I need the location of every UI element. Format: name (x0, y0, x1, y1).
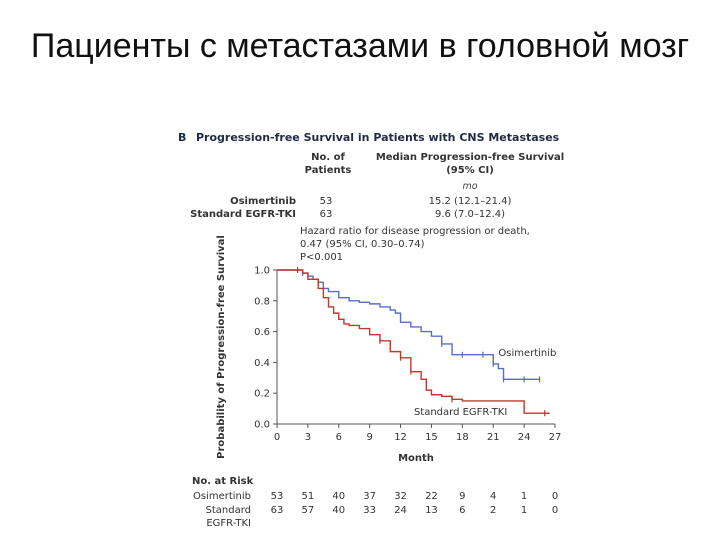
risk-value: 1 (521, 505, 527, 516)
risk-row-standard-label-line2: EGFR-TKI (206, 518, 251, 529)
risk-value: 9 (459, 491, 465, 502)
col1-header-line1: No. of (311, 152, 345, 163)
row-standard-median: 9.6 (7.0–12.4) (435, 209, 505, 220)
y-tick-label: 0.6 (254, 327, 270, 338)
row-osimertinib-n: 53 (320, 196, 333, 207)
x-tick-label: 21 (487, 432, 500, 443)
risk-value: 6 (459, 505, 465, 516)
risk-value: 63 (271, 505, 284, 516)
curve-label: Standard EGFR-TKI (414, 407, 507, 418)
x-tick-label: 18 (456, 432, 469, 443)
risk-value: 40 (332, 505, 345, 516)
y-tick-label: 0.2 (254, 389, 270, 400)
curve-label: Osimertinib (498, 348, 556, 359)
row-osimertinib-group: Osimertinib (230, 196, 296, 207)
col2-header-line2: (95% CI) (446, 165, 494, 176)
risk-value: 57 (302, 505, 315, 516)
x-tick-label: 27 (549, 432, 562, 443)
risk-value: 2 (490, 505, 496, 516)
row-osimertinib-median: 15.2 (12.1–21.4) (429, 196, 512, 207)
x-tick-label: 24 (518, 432, 531, 443)
risk-row-standard-label: Standard (206, 505, 252, 516)
col2-header-line1: Median Progression-free Survival (376, 152, 564, 163)
y-tick-label: 1.0 (254, 266, 270, 277)
row-standard-group: Standard EGFR-TKI (190, 209, 296, 220)
risk-value: 24 (394, 505, 407, 516)
risk-value: 53 (271, 491, 284, 502)
risk-value: 0 (552, 505, 558, 516)
x-tick-label: 0 (274, 432, 280, 443)
x-tick-label: 12 (394, 432, 407, 443)
risk-value: 51 (302, 491, 315, 502)
risk-value: 40 (332, 491, 345, 502)
panel-letter: B (178, 131, 186, 144)
col1-header-line2: Patients (305, 165, 352, 176)
hazard-line2: 0.47 (95% CI, 0.30–0.74) (300, 239, 425, 250)
risk-value: 32 (394, 491, 407, 502)
hazard-line1: Hazard ratio for disease progression or … (300, 226, 530, 237)
risk-value: 0 (552, 491, 558, 502)
x-tick-label: 15 (425, 432, 438, 443)
unit-label: mo (462, 181, 477, 192)
risk-row-osimertinib-label: Osimertinib (193, 491, 251, 502)
slide-title: Пациенты с метастазами в головной мозг (30, 22, 690, 70)
y-tick-label: 0.4 (254, 358, 270, 369)
survival-curves (277, 267, 550, 417)
risk-value: 33 (363, 505, 376, 516)
y-axis-label: Probability of Progression-free Survival (216, 235, 227, 459)
slide-title-text: Пациенты с метастазами в головной мозг (30, 27, 690, 65)
curve-osimertinib (277, 269, 540, 381)
risk-value: 13 (425, 505, 438, 516)
y-tick-label: 0.0 (254, 420, 270, 431)
x-tick-label: 3 (305, 432, 311, 443)
x-axis-label: Month (398, 453, 434, 464)
risk-value: 22 (425, 491, 438, 502)
x-tick-label: 9 (366, 432, 372, 443)
risk-value: 1 (521, 491, 527, 502)
panel-title: Progression-free Survival in Patients wi… (196, 131, 560, 144)
plot-area: 0.0 0.2 0.4 0.6 0.8 1.0 0 3 6 9 12 15 18 21 24 27 Osim… (254, 266, 561, 444)
x-tick-label: 6 (336, 432, 342, 443)
curve-standard-egfr-tki (277, 269, 550, 414)
x-ticks: 0 3 6 9 12 15 18 21 24 27 (274, 424, 562, 443)
risk-values: 53 51 40 37 32 22 9 4 1 0 63 57 40 33 24 13 6 2 1 0 (271, 491, 559, 516)
risk-value: 37 (363, 491, 376, 502)
curve-annotations: Osimertinib Standard EGFR-TKI (414, 348, 556, 418)
hazard-line3: P<0.001 (300, 252, 343, 263)
risk-value: 4 (490, 491, 496, 502)
y-tick-label: 0.8 (254, 296, 270, 307)
row-standard-n: 63 (320, 209, 333, 220)
y-ticks: 0.0 0.2 0.4 0.6 0.8 1.0 (254, 266, 277, 431)
risk-table-title: No. at Risk (192, 476, 254, 487)
